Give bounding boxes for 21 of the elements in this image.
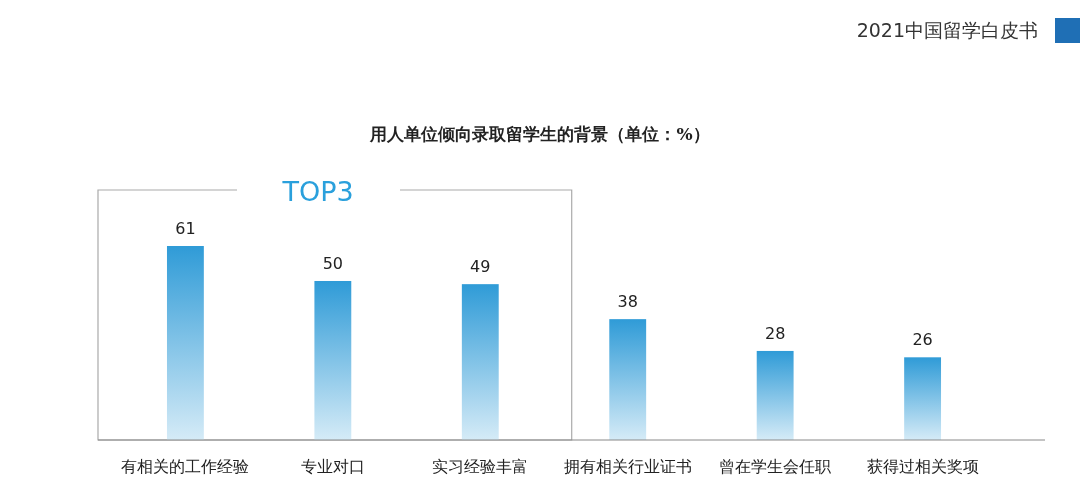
bar bbox=[756, 350, 794, 440]
bar bbox=[314, 280, 352, 440]
data-label: 28 bbox=[764, 323, 786, 343]
bar bbox=[461, 284, 499, 440]
chart-title: 用人单位倾向录取留学生的背景（单位：%） bbox=[369, 124, 710, 144]
bar bbox=[166, 246, 204, 440]
x-tick-label: 曾在学生会任职 bbox=[719, 457, 832, 476]
x-tick-label: 专业对口 bbox=[300, 457, 365, 476]
data-label: 49 bbox=[470, 257, 491, 277]
text: 2021中国留学白皮书 bbox=[856, 19, 1038, 41]
data-label: 26 bbox=[912, 330, 933, 350]
text: TOP3 bbox=[281, 176, 354, 207]
bar bbox=[609, 319, 647, 440]
data-label: 50 bbox=[322, 253, 344, 273]
x-tick-label: 有相关的工作经验 bbox=[121, 457, 250, 476]
bar bbox=[904, 357, 942, 440]
x-tick-label: 实习经验丰富 bbox=[432, 457, 529, 476]
x-tick-label: 拥有相关行业证书 bbox=[563, 457, 692, 476]
data-label: 38 bbox=[617, 292, 638, 312]
x-tick-label: 获得过相关奖项 bbox=[866, 457, 979, 476]
data-label: 61 bbox=[175, 219, 196, 238]
